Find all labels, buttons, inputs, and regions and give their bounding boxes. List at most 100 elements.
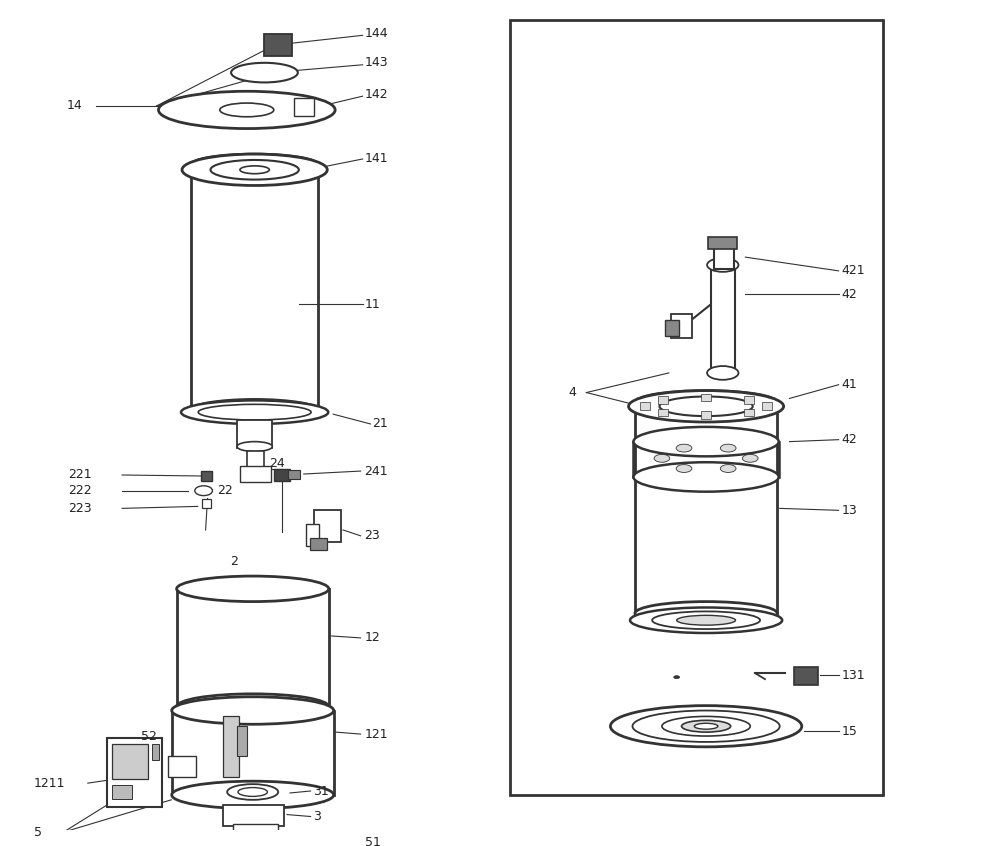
Ellipse shape bbox=[674, 676, 680, 678]
Ellipse shape bbox=[635, 602, 777, 625]
Bar bbox=[708, 238, 737, 250]
Bar bbox=[112, 785, 132, 799]
Text: 31: 31 bbox=[314, 784, 329, 798]
Ellipse shape bbox=[158, 91, 335, 129]
Bar bbox=[711, 265, 735, 373]
Text: 41: 41 bbox=[842, 378, 857, 391]
Ellipse shape bbox=[191, 399, 318, 421]
Bar bbox=[288, 470, 300, 479]
Ellipse shape bbox=[635, 391, 777, 415]
Ellipse shape bbox=[707, 366, 738, 380]
Ellipse shape bbox=[237, 442, 272, 452]
Text: 23: 23 bbox=[365, 530, 380, 542]
Ellipse shape bbox=[195, 486, 212, 496]
Ellipse shape bbox=[231, 63, 298, 82]
Ellipse shape bbox=[720, 444, 736, 452]
Bar bbox=[201, 471, 212, 481]
Bar bbox=[240, 466, 271, 482]
Text: 51: 51 bbox=[365, 836, 380, 846]
Text: 3: 3 bbox=[314, 810, 321, 823]
Text: 2: 2 bbox=[230, 555, 238, 568]
Text: 421: 421 bbox=[842, 264, 865, 277]
Bar bbox=[264, 35, 292, 56]
Bar bbox=[510, 19, 883, 795]
Text: 121: 121 bbox=[365, 728, 388, 740]
Bar bbox=[202, 498, 211, 508]
Ellipse shape bbox=[227, 784, 278, 799]
Text: 42: 42 bbox=[842, 288, 857, 301]
Text: 13: 13 bbox=[842, 504, 857, 517]
Text: 52: 52 bbox=[141, 729, 157, 743]
Bar bbox=[794, 667, 818, 685]
Bar bbox=[744, 409, 754, 416]
Ellipse shape bbox=[630, 607, 782, 633]
Text: 131: 131 bbox=[842, 668, 865, 682]
Ellipse shape bbox=[629, 391, 784, 422]
Bar bbox=[237, 420, 272, 448]
Ellipse shape bbox=[220, 103, 274, 117]
Ellipse shape bbox=[659, 397, 753, 416]
Text: 15: 15 bbox=[842, 725, 857, 738]
Bar bbox=[168, 755, 196, 777]
Ellipse shape bbox=[633, 427, 779, 456]
Bar bbox=[658, 396, 668, 404]
Ellipse shape bbox=[677, 615, 736, 625]
Bar bbox=[665, 320, 679, 336]
Bar bbox=[640, 403, 650, 410]
Bar bbox=[233, 824, 278, 840]
Text: 4: 4 bbox=[569, 386, 577, 399]
Bar bbox=[744, 396, 754, 404]
Text: 141: 141 bbox=[365, 152, 388, 166]
Ellipse shape bbox=[707, 258, 738, 272]
Ellipse shape bbox=[191, 154, 318, 176]
Bar bbox=[314, 510, 341, 541]
Ellipse shape bbox=[662, 717, 750, 736]
Text: 21: 21 bbox=[372, 417, 388, 431]
Ellipse shape bbox=[682, 720, 731, 732]
Text: 5: 5 bbox=[34, 826, 42, 838]
Text: 42: 42 bbox=[842, 433, 857, 446]
Ellipse shape bbox=[182, 154, 327, 185]
Text: 223: 223 bbox=[68, 502, 92, 515]
Bar bbox=[274, 469, 290, 481]
Text: 14: 14 bbox=[66, 100, 82, 113]
Bar bbox=[658, 409, 668, 416]
Text: 241: 241 bbox=[365, 464, 388, 478]
Ellipse shape bbox=[177, 576, 329, 602]
Ellipse shape bbox=[177, 694, 329, 719]
Text: 221: 221 bbox=[68, 469, 92, 481]
Text: 12: 12 bbox=[365, 631, 380, 645]
Text: 222: 222 bbox=[68, 484, 92, 497]
Ellipse shape bbox=[720, 464, 736, 472]
Ellipse shape bbox=[198, 404, 311, 420]
Bar bbox=[671, 314, 692, 338]
Ellipse shape bbox=[181, 400, 328, 424]
Ellipse shape bbox=[676, 464, 692, 472]
Text: 22: 22 bbox=[217, 484, 233, 497]
Ellipse shape bbox=[172, 781, 334, 809]
Ellipse shape bbox=[240, 166, 269, 173]
Bar bbox=[701, 393, 711, 401]
Ellipse shape bbox=[610, 706, 802, 747]
Ellipse shape bbox=[742, 454, 758, 462]
Ellipse shape bbox=[676, 444, 692, 452]
Ellipse shape bbox=[238, 788, 267, 796]
Bar bbox=[714, 244, 734, 269]
Text: 11: 11 bbox=[365, 298, 380, 310]
Ellipse shape bbox=[632, 711, 780, 742]
Text: 144: 144 bbox=[365, 27, 388, 40]
Text: 24: 24 bbox=[269, 457, 285, 470]
Text: 1211: 1211 bbox=[34, 777, 65, 789]
Bar bbox=[152, 744, 159, 760]
Ellipse shape bbox=[652, 612, 760, 629]
Bar bbox=[237, 726, 247, 755]
Bar bbox=[762, 403, 772, 410]
Bar bbox=[223, 717, 239, 777]
Bar bbox=[223, 805, 284, 827]
Text: 142: 142 bbox=[365, 88, 388, 101]
Ellipse shape bbox=[633, 462, 779, 492]
Ellipse shape bbox=[210, 160, 299, 179]
Ellipse shape bbox=[654, 454, 670, 462]
Bar bbox=[233, 839, 288, 846]
Ellipse shape bbox=[694, 723, 718, 729]
